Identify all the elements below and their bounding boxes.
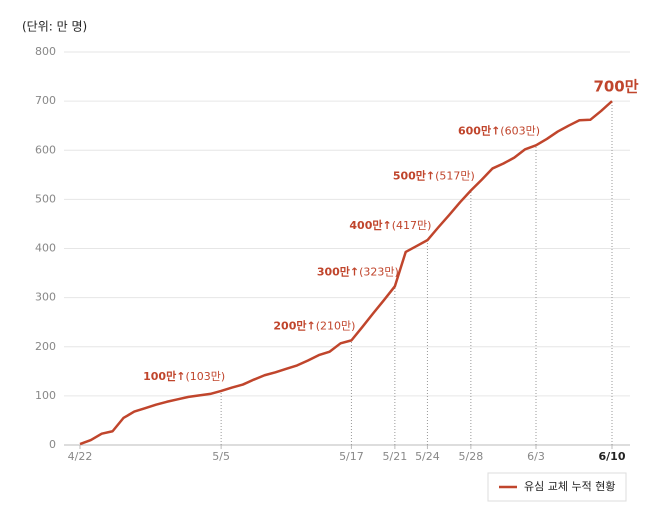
unit-label: (단위: 만 명) bbox=[22, 20, 87, 34]
x-tick-label: 5/28 bbox=[459, 450, 484, 463]
end-label: 700만 bbox=[593, 78, 638, 96]
annotation: 600만↑(603만) bbox=[458, 123, 540, 137]
x-tick-label: 6/10 bbox=[599, 450, 626, 463]
annotation-label: 200만↑ bbox=[273, 318, 315, 332]
annotation-detail: (603만) bbox=[500, 124, 540, 137]
annotation-label: 400만↑ bbox=[349, 218, 391, 232]
series-line bbox=[79, 100, 613, 446]
x-tick-label: 5/17 bbox=[339, 450, 364, 463]
x-tick-label: 5/21 bbox=[383, 450, 408, 463]
annotation-detail: (417만) bbox=[392, 219, 432, 232]
annotation: 400만↑(417만) bbox=[349, 218, 431, 232]
x-tick-label: 5/24 bbox=[415, 450, 440, 463]
y-tick-label: 200 bbox=[35, 340, 56, 353]
y-tick-label: 100 bbox=[35, 389, 56, 402]
x-tick-label: 6/3 bbox=[527, 450, 545, 463]
annotation-label: 100만↑ bbox=[143, 369, 185, 383]
y-tick-label: 300 bbox=[35, 291, 56, 304]
y-tick-label: 800 bbox=[35, 45, 56, 58]
annotation-detail: (103만) bbox=[185, 370, 225, 383]
annotation: 200만↑(210만) bbox=[273, 318, 355, 332]
y-tick-label: 400 bbox=[35, 242, 56, 255]
annotation-detail: (210만) bbox=[316, 319, 356, 332]
annotation: 100만↑(103만) bbox=[143, 369, 225, 383]
annotation-detail: (323만) bbox=[359, 265, 399, 278]
y-tick-label: 700 bbox=[35, 94, 56, 107]
annotation-detail: (517만) bbox=[435, 170, 475, 183]
x-tick-label: 5/5 bbox=[212, 450, 230, 463]
annotation-label: 300만↑ bbox=[317, 264, 359, 278]
annotation-label: 500만↑ bbox=[393, 169, 435, 183]
legend-label: 유심 교체 누적 현황 bbox=[524, 480, 615, 493]
y-tick-label: 600 bbox=[35, 143, 56, 156]
annotation-label: 600만↑ bbox=[458, 123, 500, 137]
annotation: 300만↑(323만) bbox=[317, 264, 399, 278]
x-tick-label: 4/22 bbox=[68, 450, 93, 463]
y-tick-label: 0 bbox=[49, 438, 56, 451]
y-tick-label: 500 bbox=[35, 192, 56, 205]
annotation: 500만↑(517만) bbox=[393, 169, 475, 183]
